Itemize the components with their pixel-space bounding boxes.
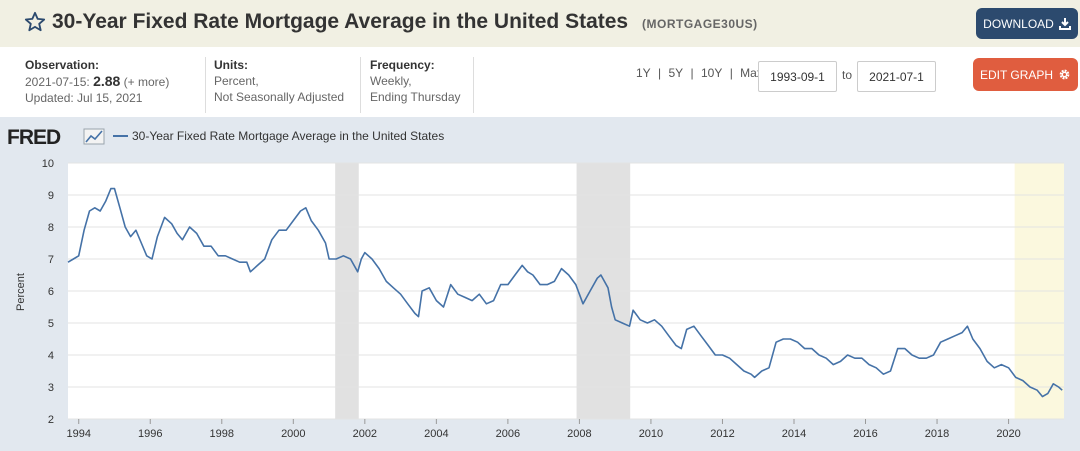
x-tick-label: 1996 bbox=[138, 428, 162, 440]
x-tick-label: 2008 bbox=[567, 428, 591, 440]
x-tick-label: 2010 bbox=[639, 428, 663, 440]
download-button[interactable]: DOWNLOAD bbox=[976, 8, 1078, 39]
legend-label: 30-Year Fixed Rate Mortgage Average in t… bbox=[132, 129, 444, 143]
y-tick-label: 6 bbox=[48, 286, 54, 298]
page-title: 30-Year Fixed Rate Mortgage Average in t… bbox=[52, 10, 629, 33]
x-tick-label: 2000 bbox=[281, 428, 305, 440]
line-chart[interactable]: FRED 30-Year Fixed Rate Mortgage Average… bbox=[0, 117, 1080, 451]
chart-logo-icon bbox=[83, 128, 105, 145]
fred-logo[interactable]: FRED bbox=[7, 126, 105, 149]
series-line[interactable] bbox=[67, 187, 1063, 398]
range-links: 1Y | 5Y | 10Y | Max bbox=[634, 66, 765, 80]
legend: 30-Year Fixed Rate Mortgage Average in t… bbox=[113, 129, 444, 143]
observation-block: Observation: 2021-07-15: 2.88 (+ more) U… bbox=[25, 57, 169, 106]
meta-divider bbox=[360, 57, 361, 113]
y-tick-label: 5 bbox=[48, 318, 54, 330]
x-tick-label: 2016 bbox=[853, 428, 877, 440]
chart-panel: FRED 30-Year Fixed Rate Mortgage Average… bbox=[0, 117, 1080, 451]
units-label: Units: bbox=[214, 58, 248, 72]
y-tick-label: 4 bbox=[48, 350, 54, 362]
observation-label: Observation: bbox=[25, 58, 100, 72]
edit-graph-button[interactable]: EDIT GRAPH bbox=[973, 58, 1078, 91]
units-line-2: Not Seasonally Adjusted bbox=[214, 90, 345, 104]
gear-icon bbox=[1059, 69, 1070, 80]
frequency-block: Frequency: Weekly, Ending Thursday bbox=[370, 57, 461, 105]
download-icon bbox=[1058, 18, 1071, 30]
frequency-line-2: Ending Thursday bbox=[370, 90, 461, 104]
observation-date: 2021-07-15: bbox=[25, 75, 90, 89]
y-tick-label: 10 bbox=[42, 158, 54, 170]
x-tick-label: 2020 bbox=[996, 428, 1020, 440]
range-max-link[interactable]: Max bbox=[740, 66, 763, 80]
fred-logo-text: FRED bbox=[7, 126, 61, 149]
x-tick-label: 2014 bbox=[782, 428, 806, 440]
range-10y-link[interactable]: 10Y bbox=[701, 66, 723, 80]
x-tick-label: 2006 bbox=[496, 428, 520, 440]
meta-divider bbox=[473, 57, 474, 113]
units-block: Units: Percent, Not Seasonally Adjusted bbox=[214, 57, 344, 105]
title-bar: 30-Year Fixed Rate Mortgage Average in t… bbox=[0, 0, 1080, 47]
star-icon[interactable] bbox=[24, 11, 46, 33]
x-tick-label: 2004 bbox=[424, 428, 448, 440]
range-1y-link[interactable]: 1Y bbox=[636, 66, 651, 80]
y-tick-label: 2 bbox=[48, 414, 54, 426]
edit-graph-label: EDIT GRAPH bbox=[979, 67, 1054, 82]
x-tick-label: 2018 bbox=[925, 428, 949, 440]
range-separator: | bbox=[690, 66, 694, 80]
frequency-line-1: Weekly, bbox=[370, 74, 412, 88]
x-tick-label: 1998 bbox=[210, 428, 234, 440]
meta-divider bbox=[205, 57, 206, 113]
updated-date: Updated: Jul 15, 2021 bbox=[25, 91, 143, 105]
download-button-label: DOWNLOAD bbox=[983, 16, 1054, 31]
x-tick-label: 2002 bbox=[353, 428, 377, 440]
to-label: to bbox=[842, 68, 853, 82]
y-tick-label: 9 bbox=[48, 190, 54, 202]
start-date-input[interactable]: 1993-09-1 bbox=[758, 61, 837, 92]
series-id: (MORTGAGE30US) bbox=[642, 17, 758, 31]
range-separator: | bbox=[729, 66, 733, 80]
y-tick-label: 3 bbox=[48, 382, 54, 394]
observation-value: 2.88 bbox=[93, 73, 121, 89]
x-tick-label: 1994 bbox=[66, 428, 90, 440]
plot-area: 2 3 4 5 6 7 8 9 10 1994 1996 1998 2000 2002 2004 2006 20… bbox=[42, 158, 1064, 440]
range-separator: | bbox=[658, 66, 662, 80]
units-line-1: Percent, bbox=[214, 74, 259, 88]
end-date-input[interactable]: 2021-07-1 bbox=[857, 61, 936, 92]
range-5y-link[interactable]: 5Y bbox=[668, 66, 684, 80]
frequency-label: Frequency: bbox=[370, 58, 435, 72]
observation-more-link[interactable]: (+ more) bbox=[123, 75, 170, 89]
x-tick-label: 2012 bbox=[710, 428, 734, 440]
y-tick-label: 7 bbox=[48, 254, 54, 266]
y-tick-label: 8 bbox=[48, 222, 54, 234]
y-axis-label: Percent bbox=[15, 273, 27, 311]
